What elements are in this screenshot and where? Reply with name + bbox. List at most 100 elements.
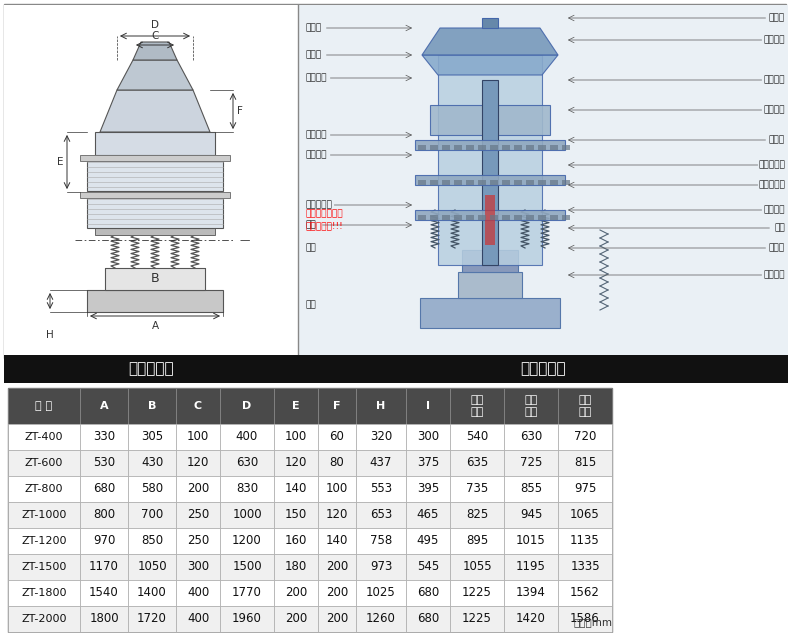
Bar [128, 424, 176, 450]
Bar [504, 424, 558, 450]
Text: C: C [152, 31, 159, 41]
Text: 1800: 1800 [89, 613, 118, 625]
Bar [514, 180, 522, 185]
Bar [478, 180, 486, 185]
Text: 三层
高度: 三层 高度 [578, 395, 592, 417]
Text: 200: 200 [326, 560, 348, 573]
Text: 700: 700 [141, 508, 163, 522]
Bar [538, 215, 546, 220]
Bar [128, 388, 176, 424]
Text: 400: 400 [236, 430, 258, 444]
Text: E: E [292, 401, 300, 411]
Bar [466, 145, 474, 150]
Bar [550, 215, 558, 220]
Bar [430, 215, 438, 220]
Bar [504, 502, 558, 528]
Text: D: D [243, 401, 252, 411]
Bar [356, 580, 406, 606]
Text: ZT-1000: ZT-1000 [21, 510, 66, 520]
Bar [562, 215, 570, 220]
Bar [8, 502, 80, 528]
Bar [450, 424, 504, 450]
Bar [8, 580, 80, 606]
Bar [526, 180, 534, 185]
Bar [504, 388, 558, 424]
Text: 850: 850 [141, 534, 163, 548]
Bar [80, 192, 230, 198]
Bar [502, 215, 510, 220]
Text: 辅助筛网: 辅助筛网 [763, 35, 785, 44]
Text: 弹簧: 弹簧 [305, 244, 316, 253]
Text: 束环: 束环 [305, 220, 316, 230]
Bar [558, 450, 612, 476]
Text: 400: 400 [187, 587, 209, 599]
Bar [176, 450, 220, 476]
Text: 1170: 1170 [89, 560, 119, 573]
Bar [220, 450, 274, 476]
Bar [318, 450, 356, 476]
Bar [8, 388, 612, 632]
Text: 140: 140 [325, 534, 348, 548]
Text: 945: 945 [520, 508, 542, 522]
Text: 970: 970 [92, 534, 115, 548]
Bar [318, 502, 356, 528]
Text: 437: 437 [370, 456, 392, 470]
Bar [504, 476, 558, 502]
Text: 735: 735 [466, 482, 488, 496]
Bar [274, 606, 318, 632]
Text: 1055: 1055 [462, 560, 492, 573]
Polygon shape [100, 90, 210, 132]
Bar [4, 4, 786, 358]
Text: 1960: 1960 [232, 613, 262, 625]
Text: ZT-1500: ZT-1500 [21, 562, 66, 572]
Text: 下部重锤: 下部重锤 [763, 270, 785, 280]
Bar [415, 210, 565, 220]
Text: 895: 895 [466, 534, 488, 548]
Text: 250: 250 [187, 508, 209, 522]
Bar [356, 388, 406, 424]
Bar [274, 554, 318, 580]
Text: F: F [237, 106, 243, 116]
Bar [274, 424, 318, 450]
Bar [274, 502, 318, 528]
Text: 200: 200 [285, 587, 307, 599]
Text: 1500: 1500 [232, 560, 261, 573]
Bar [482, 18, 498, 28]
Bar [562, 180, 570, 185]
Text: 200: 200 [326, 613, 348, 625]
Text: 1135: 1135 [570, 534, 600, 548]
Text: 辅助筛网: 辅助筛网 [763, 75, 785, 84]
Bar [558, 528, 612, 554]
Text: 530: 530 [93, 456, 115, 470]
Bar [356, 424, 406, 450]
Text: 1195: 1195 [516, 560, 546, 573]
Bar [504, 606, 558, 632]
Text: 680: 680 [93, 482, 115, 496]
Bar [442, 145, 450, 150]
Bar [87, 158, 223, 191]
Text: 顶部框架: 顶部框架 [305, 73, 326, 82]
Bar [504, 580, 558, 606]
Bar [220, 502, 274, 528]
Text: A: A [100, 401, 108, 411]
Bar [550, 180, 558, 185]
Text: 防尘盖: 防尘盖 [305, 23, 321, 32]
Text: 1200: 1200 [232, 534, 261, 548]
Bar [80, 476, 128, 502]
Bar [526, 215, 534, 220]
Text: 底座: 底座 [305, 301, 316, 310]
Text: 580: 580 [141, 482, 163, 496]
Bar [418, 215, 426, 220]
Bar [274, 388, 318, 424]
Bar [406, 580, 450, 606]
Text: 电动机: 电动机 [769, 244, 785, 253]
Bar [442, 215, 450, 220]
Bar [128, 528, 176, 554]
Bar [450, 580, 504, 606]
Text: 1015: 1015 [516, 534, 546, 548]
Text: 1394: 1394 [516, 587, 546, 599]
Bar [318, 580, 356, 606]
Bar [454, 180, 462, 185]
Bar [128, 502, 176, 528]
Bar [220, 606, 274, 632]
